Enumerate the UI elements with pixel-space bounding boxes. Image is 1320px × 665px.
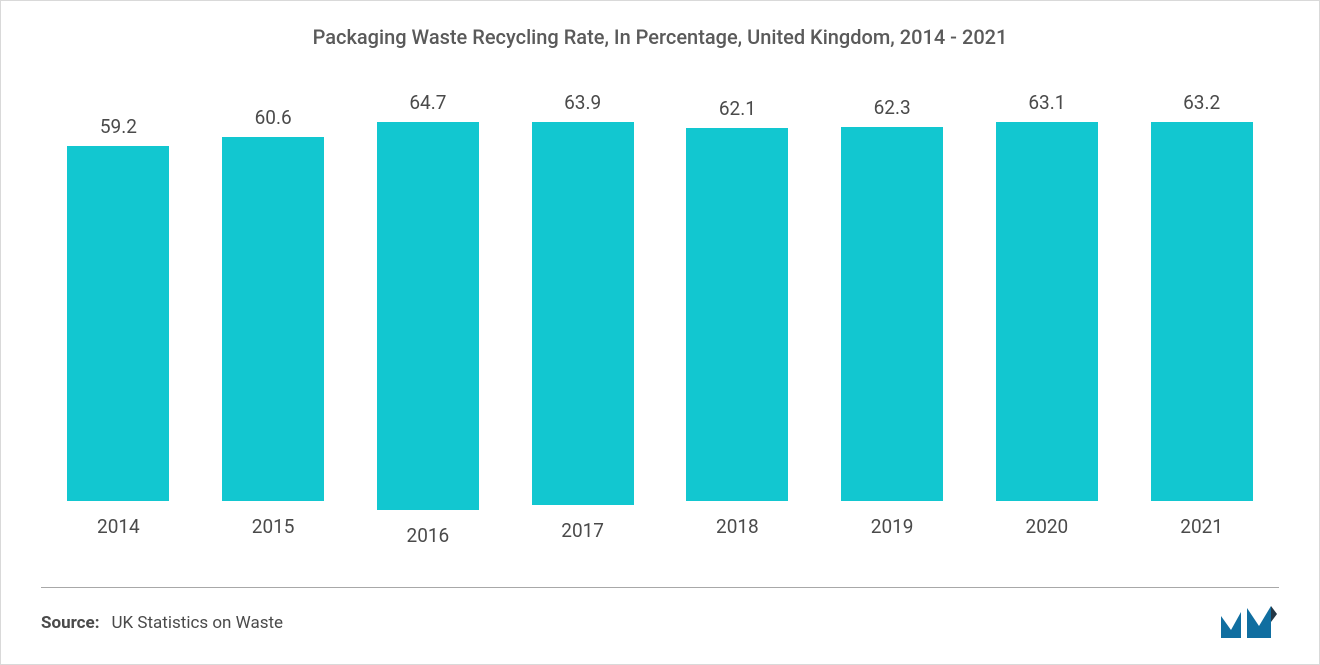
bar — [377, 122, 479, 510]
bar — [67, 146, 169, 501]
brand-logo — [1217, 604, 1279, 642]
bar — [996, 122, 1098, 501]
bar-group: 62.3 2019 — [815, 91, 970, 539]
bar-value-label: 62.3 — [874, 96, 911, 119]
bar — [1151, 122, 1253, 501]
bar-value-label: 59.2 — [100, 115, 137, 138]
bar-value-label: 60.6 — [255, 106, 292, 129]
bar-wrap: 59.2 — [41, 91, 196, 501]
x-axis-label: 2017 — [561, 519, 604, 542]
bar-group: 62.1 2018 — [660, 91, 815, 539]
x-axis-label: 2018 — [716, 515, 759, 539]
logo-icon — [1217, 604, 1279, 642]
bar-group: 59.2 2014 — [41, 91, 196, 539]
bar-value-label: 63.9 — [564, 91, 601, 114]
bar-wrap: 63.9 — [505, 91, 660, 505]
x-axis-label: 2016 — [407, 524, 450, 547]
bar — [222, 137, 324, 501]
source-label: Source: — [41, 613, 99, 633]
bar-wrap: 60.6 — [196, 91, 351, 501]
x-axis-label: 2019 — [871, 515, 914, 539]
bar-group: 60.6 2015 — [196, 91, 351, 539]
bar-wrap: 63.2 — [1124, 91, 1279, 501]
source-line: Source: UK Statistics on Waste — [41, 613, 283, 633]
bar-value-label: 62.1 — [719, 97, 756, 120]
bar — [841, 127, 943, 501]
bar-group: 64.72016 — [351, 91, 506, 539]
bar-group: 63.1 2020 — [970, 91, 1125, 539]
bar-value-label: 63.1 — [1028, 91, 1065, 114]
chart-plot-area: 59.2 2014 60.6 2015 64.72016 63.9 2017 62.1 2018… — [41, 91, 1279, 539]
source-text: UK Statistics on Waste — [111, 613, 283, 633]
bar-value-label: 63.2 — [1183, 91, 1220, 114]
x-axis-label: 2021 — [1180, 515, 1223, 539]
x-axis-label: 2020 — [1026, 515, 1069, 539]
x-axis-label: 2015 — [252, 515, 295, 539]
bar-wrap: 64.7 — [351, 91, 506, 510]
bar — [532, 122, 634, 505]
bar — [686, 128, 788, 501]
bar-value-label: 64.7 — [409, 91, 446, 114]
bar-group: 63.9 2017 — [505, 91, 660, 539]
bar-group: 63.2 2021 — [1124, 91, 1279, 539]
bar-wrap: 63.1 — [970, 91, 1125, 501]
chart-footer: Source: UK Statistics on Waste — [41, 587, 1279, 642]
chart-title: Packaging Waste Recycling Rate, In Perce… — [1, 1, 1319, 49]
bar-wrap: 62.1 — [660, 91, 815, 501]
x-axis-label: 2014 — [97, 515, 140, 539]
bar-wrap: 62.3 — [815, 91, 970, 501]
